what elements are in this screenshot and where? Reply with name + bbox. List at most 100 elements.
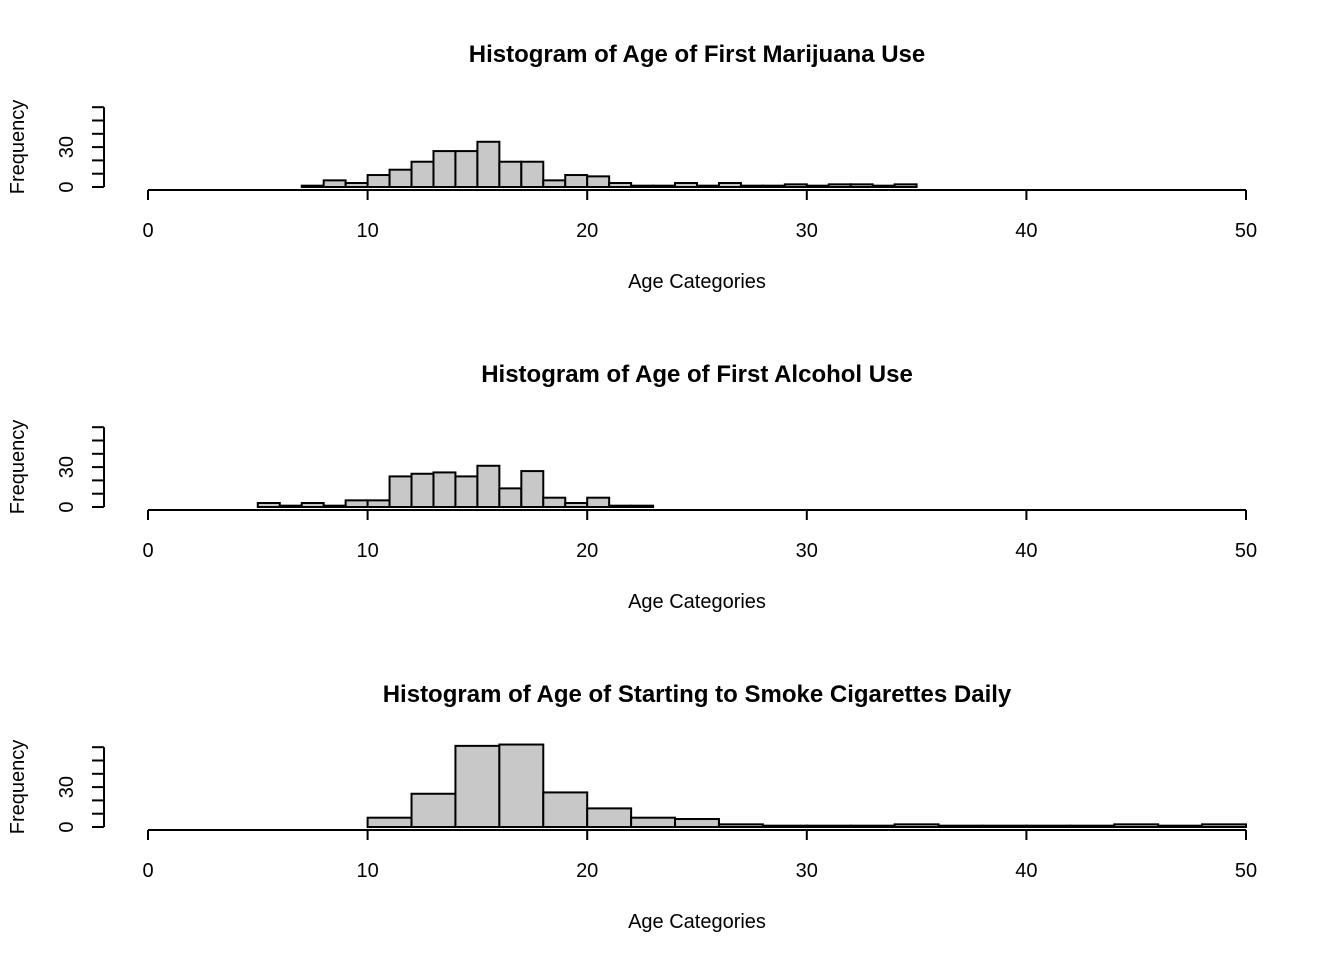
- histogram-bar: [586, 807, 633, 829]
- histogram-bar: [937, 824, 984, 828]
- histogram-bar: [827, 183, 852, 188]
- histogram-bar: [366, 499, 391, 509]
- x-tick-label: 10: [356, 220, 378, 242]
- histogram-bar: [454, 744, 501, 828]
- histogram-bar: [674, 182, 698, 188]
- histogram-bar: [388, 168, 413, 189]
- histogram-bar: [542, 791, 589, 828]
- x-tick-label: 20: [576, 860, 598, 882]
- histogram-bar: [717, 182, 742, 188]
- chart-title: Histogram of Age of Starting to Smoke Ci…: [383, 681, 1012, 708]
- histogram-bar: [410, 472, 435, 508]
- histogram-bar: [893, 183, 918, 188]
- histogram-bar: [849, 824, 896, 828]
- histogram-bar: [300, 502, 325, 509]
- y-tick-label: 30: [56, 136, 78, 158]
- x-tick-label: 30: [796, 220, 818, 242]
- histogram-bar: [630, 184, 655, 188]
- histogram-bar: [805, 184, 830, 188]
- histogram-bar: [586, 496, 611, 509]
- histogram-bar: [366, 174, 391, 188]
- x-axis-label: Age Categories: [628, 271, 766, 293]
- histogram-bar: [674, 818, 720, 829]
- histogram-bar: [344, 499, 369, 509]
- histogram-bar: [586, 175, 611, 189]
- histogram-bar: [761, 184, 786, 188]
- axes: 0 10 20 30 40 50 0 30: [56, 426, 1257, 562]
- histogram-bar: [476, 140, 501, 188]
- histogram-bar: [630, 504, 655, 509]
- y-tick-label: 0: [56, 501, 78, 512]
- y-axis-label: Frequency: [7, 420, 29, 515]
- histogram-bar: [981, 824, 1028, 828]
- histogram-bar: [388, 475, 413, 509]
- histogram-bar: [1113, 823, 1160, 829]
- x-tick-label: 0: [142, 540, 153, 562]
- histogram-bar: [1069, 824, 1116, 828]
- histogram-bar: [366, 816, 413, 829]
- histogram-bar: [1025, 824, 1072, 828]
- histogram-bar: [893, 823, 940, 829]
- y-tick-label: 0: [56, 181, 78, 192]
- histogram-bar: [498, 487, 523, 509]
- y-axis-label: Frequency: [7, 100, 29, 195]
- histogram-bar: [344, 182, 369, 188]
- x-axis-label: Age Categories: [628, 911, 766, 933]
- x-tick-label: 40: [1015, 220, 1037, 242]
- histogram-bar: [608, 182, 633, 188]
- bars: [300, 140, 918, 189]
- histogram-bar: [300, 184, 325, 188]
- y-tick-label: 30: [56, 776, 78, 798]
- histogram-cigarettes: Histogram of Age of Starting to Smoke Ci…: [7, 681, 1257, 933]
- histogram-alcohol: Histogram of Age of First Alcohol Use Fr…: [7, 361, 1257, 613]
- x-tick-label: 40: [1015, 860, 1037, 882]
- x-axis-label: Age Categories: [628, 591, 766, 613]
- x-tick-label: 20: [576, 220, 598, 242]
- histogram-bar: [520, 160, 545, 188]
- x-tick-label: 50: [1235, 860, 1257, 882]
- y-axis-label: Frequency: [7, 740, 29, 835]
- histogram-bar: [630, 816, 677, 829]
- bars: [366, 743, 1247, 829]
- axes: 0 10 20 30 40 50 0 30: [56, 746, 1257, 882]
- histogram-bar: [652, 184, 677, 188]
- histogram-bar: [322, 179, 347, 189]
- histogram-bar: [278, 504, 303, 509]
- histogram-marijuana: Histogram of Age of First Marijuana Use …: [7, 41, 1257, 293]
- histogram-bar: [761, 824, 808, 828]
- histogram-bar: [1157, 824, 1204, 828]
- histogram-bar: [1201, 823, 1247, 829]
- histogram-bar: [498, 743, 545, 828]
- histogram-bar: [476, 464, 501, 508]
- x-tick-label: 0: [142, 860, 153, 882]
- histogram-bar: [849, 183, 874, 188]
- bars: [256, 464, 655, 509]
- histogram-bar: [410, 160, 435, 188]
- chart-title: Histogram of Age of First Marijuana Use: [469, 41, 926, 68]
- histogram-bar: [696, 184, 720, 188]
- chart-title: Histogram of Age of First Alcohol Use: [481, 361, 913, 388]
- histogram-bar: [783, 183, 808, 188]
- histogram-bar: [871, 184, 896, 188]
- histogram-bar: [564, 502, 589, 509]
- histogram-bar: [322, 504, 347, 509]
- histogram-bar: [454, 150, 479, 188]
- axes: 0 10 20 30 40 50 0 30: [56, 106, 1257, 242]
- x-tick-label: 10: [356, 540, 378, 562]
- x-tick-label: 40: [1015, 540, 1037, 562]
- histogram-bar: [498, 160, 523, 188]
- histogram-bar: [739, 184, 764, 188]
- histogram-bar: [564, 174, 589, 188]
- x-tick-label: 30: [796, 860, 818, 882]
- x-tick-label: 50: [1235, 220, 1257, 242]
- y-tick-label: 30: [56, 456, 78, 478]
- x-tick-label: 30: [796, 540, 818, 562]
- histogram-bar: [454, 475, 479, 509]
- histogram-bar: [410, 792, 457, 828]
- histogram-bar: [608, 504, 633, 509]
- histogram-bar: [717, 823, 764, 829]
- x-tick-label: 20: [576, 540, 598, 562]
- histogram-bar: [542, 496, 567, 509]
- x-tick-label: 0: [142, 220, 153, 242]
